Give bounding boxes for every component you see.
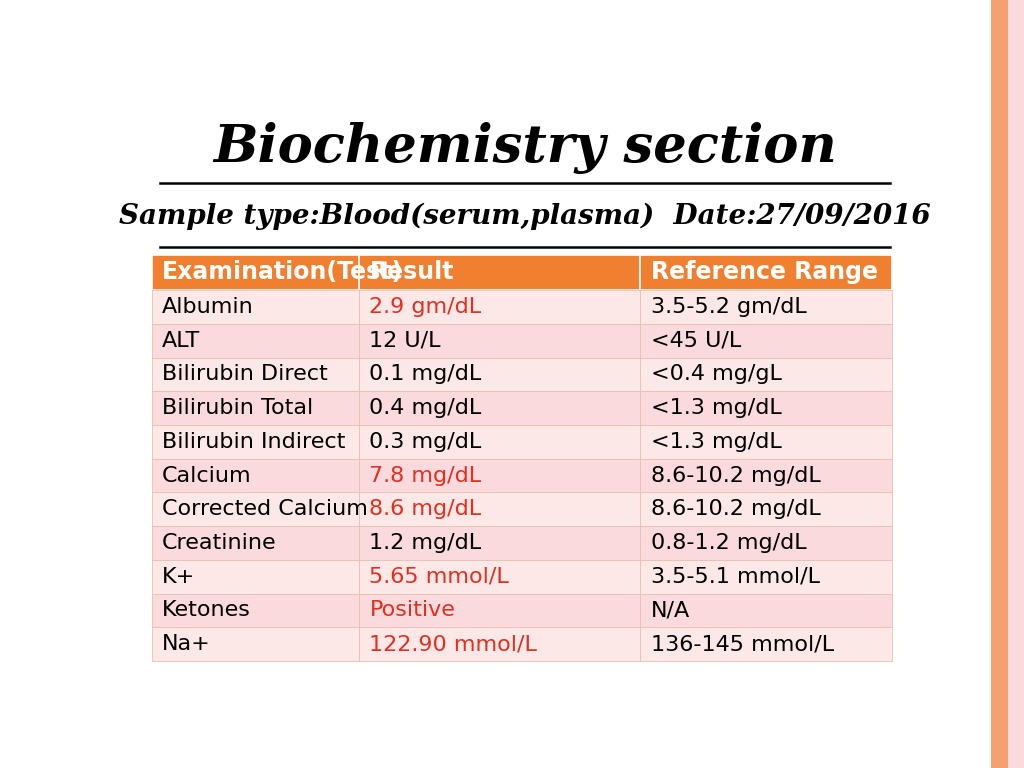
Text: 7.8 mg/dL: 7.8 mg/dL (370, 465, 481, 485)
FancyBboxPatch shape (640, 526, 892, 560)
FancyBboxPatch shape (152, 425, 359, 458)
FancyBboxPatch shape (640, 324, 892, 358)
FancyBboxPatch shape (152, 594, 359, 627)
Text: 136-145 mmol/L: 136-145 mmol/L (651, 634, 834, 654)
Text: 0.4 mg/dL: 0.4 mg/dL (370, 398, 481, 418)
Text: <0.4 mg/gL: <0.4 mg/gL (651, 365, 781, 385)
FancyBboxPatch shape (152, 560, 359, 594)
Text: 3.5-5.1 mmol/L: 3.5-5.1 mmol/L (651, 567, 820, 587)
Text: Ketones: Ketones (162, 601, 251, 621)
Text: Albumin: Albumin (162, 297, 254, 317)
FancyBboxPatch shape (359, 392, 640, 425)
Text: Result: Result (370, 260, 454, 284)
Text: 1.2 mg/dL: 1.2 mg/dL (370, 533, 481, 553)
FancyBboxPatch shape (359, 627, 640, 661)
Text: <45 U/L: <45 U/L (651, 331, 741, 351)
Text: 122.90 mmol/L: 122.90 mmol/L (370, 634, 538, 654)
Text: Biochemistry section: Biochemistry section (213, 122, 837, 174)
Text: <1.3 mg/dL: <1.3 mg/dL (651, 398, 781, 418)
Text: Bilirubin Direct: Bilirubin Direct (162, 365, 328, 385)
Text: Reference Range: Reference Range (651, 260, 878, 284)
FancyBboxPatch shape (359, 458, 640, 492)
FancyBboxPatch shape (359, 594, 640, 627)
Text: <1.3 mg/dL: <1.3 mg/dL (651, 432, 781, 452)
Text: 5.65 mmol/L: 5.65 mmol/L (370, 567, 509, 587)
Text: 0.8-1.2 mg/dL: 0.8-1.2 mg/dL (651, 533, 807, 553)
Text: 0.1 mg/dL: 0.1 mg/dL (370, 365, 481, 385)
Text: N/A: N/A (651, 601, 690, 621)
FancyBboxPatch shape (152, 392, 359, 425)
Text: Na+: Na+ (162, 634, 211, 654)
FancyBboxPatch shape (152, 324, 359, 358)
FancyBboxPatch shape (640, 594, 892, 627)
FancyBboxPatch shape (640, 627, 892, 661)
FancyBboxPatch shape (152, 492, 359, 526)
Text: ALT: ALT (162, 331, 201, 351)
FancyBboxPatch shape (152, 358, 359, 392)
FancyBboxPatch shape (640, 255, 892, 290)
FancyBboxPatch shape (152, 458, 359, 492)
Text: Corrected Calcium: Corrected Calcium (162, 499, 368, 519)
Text: Calcium: Calcium (162, 465, 252, 485)
FancyBboxPatch shape (359, 526, 640, 560)
FancyBboxPatch shape (152, 526, 359, 560)
FancyBboxPatch shape (152, 290, 359, 324)
FancyBboxPatch shape (152, 627, 359, 661)
Text: Examination(Test): Examination(Test) (162, 260, 403, 284)
Text: 12 U/L: 12 U/L (370, 331, 441, 351)
Text: 3.5-5.2 gm/dL: 3.5-5.2 gm/dL (651, 297, 807, 317)
FancyBboxPatch shape (640, 290, 892, 324)
Text: Positive: Positive (370, 601, 456, 621)
Text: 0.3 mg/dL: 0.3 mg/dL (370, 432, 481, 452)
Text: Bilirubin Indirect: Bilirubin Indirect (162, 432, 345, 452)
FancyBboxPatch shape (359, 358, 640, 392)
Text: Sample type:Blood(serum,plasma)  Date:27/09/2016: Sample type:Blood(serum,plasma) Date:27/… (119, 203, 931, 230)
FancyBboxPatch shape (359, 324, 640, 358)
Text: 8.6 mg/dL: 8.6 mg/dL (370, 499, 481, 519)
Text: K+: K+ (162, 567, 196, 587)
FancyBboxPatch shape (640, 492, 892, 526)
FancyBboxPatch shape (359, 255, 640, 290)
FancyBboxPatch shape (359, 425, 640, 458)
FancyBboxPatch shape (640, 425, 892, 458)
Text: 8.6-10.2 mg/dL: 8.6-10.2 mg/dL (651, 499, 820, 519)
FancyBboxPatch shape (152, 255, 359, 290)
Text: 2.9 gm/dL: 2.9 gm/dL (370, 297, 481, 317)
FancyBboxPatch shape (359, 560, 640, 594)
Text: Bilirubin Total: Bilirubin Total (162, 398, 313, 418)
FancyBboxPatch shape (640, 560, 892, 594)
FancyBboxPatch shape (640, 358, 892, 392)
FancyBboxPatch shape (359, 290, 640, 324)
Text: Creatinine: Creatinine (162, 533, 276, 553)
FancyBboxPatch shape (359, 492, 640, 526)
FancyBboxPatch shape (640, 392, 892, 425)
FancyBboxPatch shape (640, 458, 892, 492)
Text: 8.6-10.2 mg/dL: 8.6-10.2 mg/dL (651, 465, 820, 485)
